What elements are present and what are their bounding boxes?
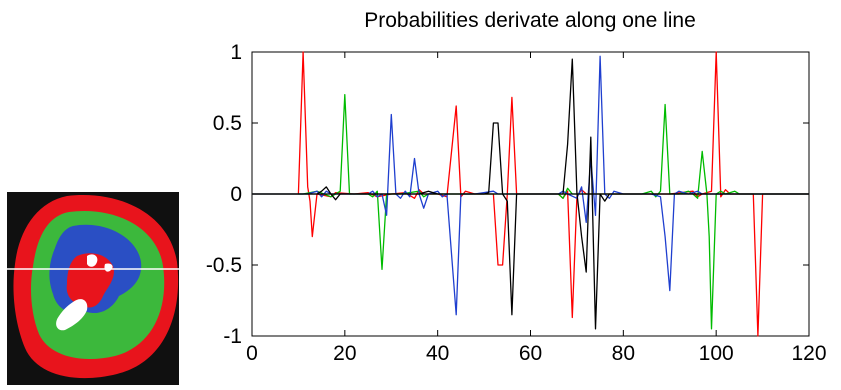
y-tick-label: -1 [223,325,242,348]
y-tick-label: 0.5 [213,112,242,135]
y-tick-label: 0 [230,183,242,206]
x-tick-label: 80 [612,342,635,365]
x-tick-label: 100 [699,342,734,365]
x-tick-label: 0 [246,342,258,365]
core-region [66,253,114,308]
x-tick-label: 60 [519,342,542,365]
series-line-3 [252,55,809,316]
x-tick-label: 40 [426,342,449,365]
x-tick-label: 120 [791,342,826,365]
highlight-region-top [87,254,113,272]
y-tick-label: 1 [230,41,242,64]
highlight-region [56,299,88,331]
inset-segmentation-image [7,192,179,385]
chart-title: Probabilities derivate along one line [364,9,696,32]
tick-group: 0 20 40 60 80 100 120 1 0.5 0 -0.5 -1 [206,41,827,365]
x-tick-label: 20 [333,342,356,365]
series-line-1 [252,51,809,337]
y-tick-label: -0.5 [206,254,242,277]
